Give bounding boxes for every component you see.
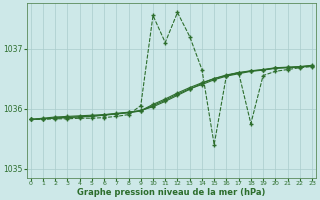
X-axis label: Graphe pression niveau de la mer (hPa): Graphe pression niveau de la mer (hPa) — [77, 188, 266, 197]
